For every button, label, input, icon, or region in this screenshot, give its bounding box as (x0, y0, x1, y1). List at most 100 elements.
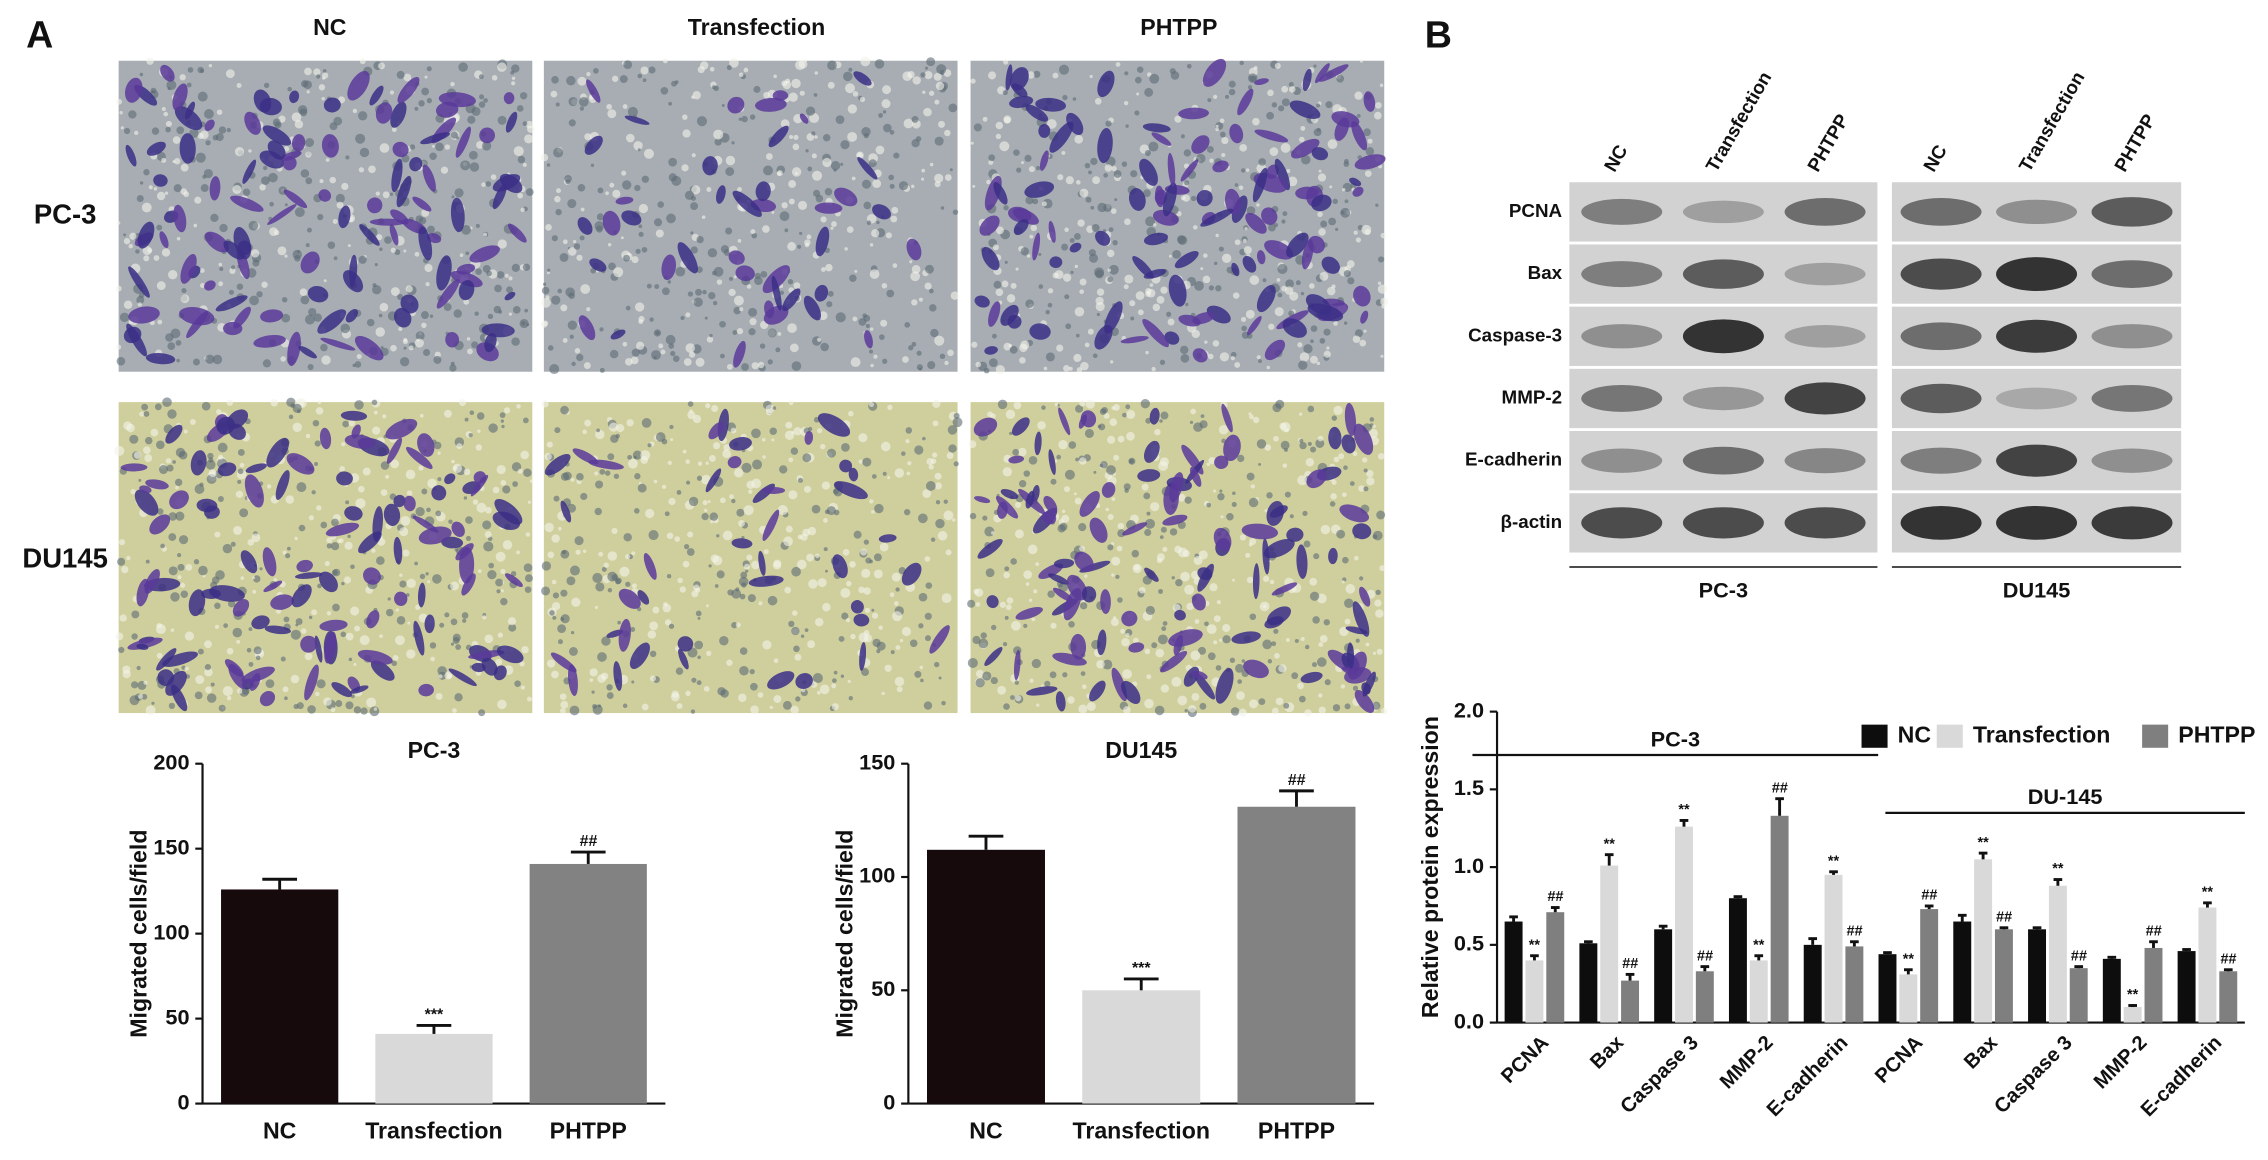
texture (163, 111, 169, 117)
texture (577, 76, 587, 86)
texture (825, 263, 833, 272)
significance-label: ** (1828, 853, 1840, 869)
texture (300, 628, 307, 634)
texture (995, 365, 1005, 375)
texture (749, 669, 755, 675)
texture (465, 516, 473, 524)
texture (1262, 639, 1273, 650)
texture (1298, 136, 1305, 143)
texture (604, 470, 611, 476)
texture (154, 403, 162, 411)
texture (889, 129, 895, 135)
texture (283, 616, 290, 623)
texture (550, 90, 558, 98)
cell (1015, 606, 1043, 620)
texture (569, 565, 580, 576)
texture (1108, 227, 1114, 232)
texture (259, 184, 266, 191)
texture (228, 289, 234, 295)
blot-row-label: PCNA (1509, 200, 1563, 221)
cell (618, 588, 641, 609)
cell (283, 189, 308, 209)
texture (1145, 417, 1152, 424)
cell (1339, 504, 1369, 523)
texture (568, 96, 578, 107)
texture (633, 141, 643, 151)
texture (354, 400, 364, 410)
texture (918, 592, 928, 602)
texture (685, 312, 691, 318)
texture (850, 633, 856, 640)
texture (674, 80, 679, 84)
texture (1268, 323, 1275, 330)
texture (143, 446, 151, 455)
cell (215, 295, 248, 312)
cell (804, 430, 814, 445)
texture (1125, 404, 1131, 410)
texture (405, 469, 416, 480)
cell (735, 265, 755, 282)
cell (1122, 522, 1148, 536)
texture (232, 184, 242, 195)
significance-label: ## (1547, 889, 1564, 905)
texture (510, 70, 515, 75)
texture (1218, 425, 1229, 435)
texture (542, 282, 547, 286)
texture (722, 530, 733, 541)
texture (356, 353, 362, 360)
texture (150, 428, 159, 437)
texture (1144, 87, 1154, 97)
texture (423, 349, 431, 357)
texture (863, 539, 869, 545)
texture (1237, 679, 1243, 684)
texture (622, 341, 628, 347)
texture (195, 675, 205, 685)
error-bar (1279, 789, 1314, 807)
texture (1330, 493, 1337, 500)
texture (911, 299, 918, 306)
texture (751, 232, 758, 239)
texture (1206, 502, 1212, 508)
texture (298, 524, 306, 532)
texture (759, 343, 766, 349)
texture (1209, 158, 1214, 163)
cell (729, 436, 752, 451)
texture (1266, 365, 1270, 370)
texture (481, 182, 486, 187)
texture (419, 413, 424, 418)
cell (165, 670, 187, 696)
texture (895, 645, 901, 651)
texture (317, 583, 322, 589)
cell (758, 550, 766, 576)
texture (1366, 477, 1375, 486)
texture (1015, 501, 1022, 508)
significance-label: ## (2071, 948, 2088, 964)
texture (1247, 73, 1258, 83)
texture (1050, 478, 1057, 485)
cell (1026, 686, 1058, 696)
bar (1546, 912, 1565, 1023)
cell (504, 573, 523, 588)
texture (1180, 353, 1190, 363)
texture (1256, 439, 1267, 449)
texture (686, 548, 695, 556)
texture (118, 646, 125, 654)
texture (1367, 138, 1373, 144)
texture (520, 207, 525, 213)
texture (907, 461, 912, 466)
texture (695, 357, 705, 367)
texture (650, 675, 657, 682)
texture (847, 679, 851, 683)
cell (1063, 587, 1082, 621)
texture (921, 177, 925, 181)
texture (831, 683, 837, 689)
texture (609, 349, 619, 359)
texture (420, 311, 429, 320)
texture (1074, 264, 1079, 269)
cell (621, 210, 642, 226)
texture (286, 546, 291, 551)
texture (1213, 489, 1217, 493)
texture (390, 247, 396, 253)
texture (893, 601, 899, 606)
